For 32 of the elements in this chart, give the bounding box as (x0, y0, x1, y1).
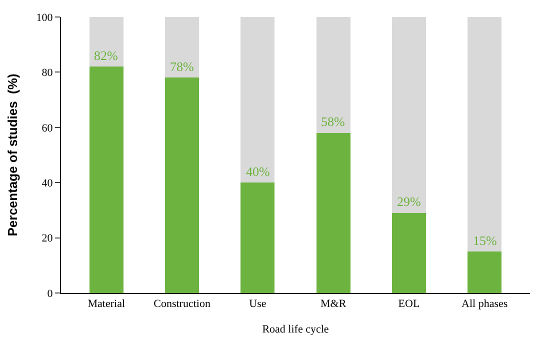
x-tick-label: All phases (462, 298, 508, 310)
bar (165, 17, 200, 78)
bar (316, 132, 350, 293)
bar (316, 17, 350, 133)
y-axis-title: Percentage of studies (%) (5, 74, 20, 236)
y-tick-label: 40 (42, 177, 54, 190)
bar (392, 212, 426, 293)
x-axis-title: Road life cycle (262, 323, 329, 336)
bar (89, 66, 124, 293)
data-label: 40% (246, 164, 270, 179)
y-tick-label: 60 (42, 122, 54, 134)
x-tick-label: M&R (320, 298, 347, 310)
bar (89, 17, 124, 67)
x-tick-label: Material (88, 298, 126, 310)
x-tick-label: Construction (154, 298, 211, 310)
data-label: 82% (94, 48, 118, 63)
data-label: 29% (397, 194, 421, 209)
data-label: 58% (321, 114, 345, 129)
bar (392, 17, 426, 213)
y-tick-label: 80 (42, 67, 54, 80)
bar (240, 17, 275, 183)
x-tick-label: EOL (398, 298, 420, 310)
y-tick-label: 0 (47, 288, 54, 300)
y-tick-label: 100 (36, 12, 54, 24)
data-label: 15% (473, 233, 497, 248)
y-tick-label: 20 (42, 232, 54, 245)
bar (240, 182, 275, 293)
bar (165, 78, 200, 293)
x-tick-label: Use (249, 298, 266, 310)
bar (468, 252, 502, 293)
data-label: 78% (170, 59, 194, 74)
bar (468, 17, 502, 252)
